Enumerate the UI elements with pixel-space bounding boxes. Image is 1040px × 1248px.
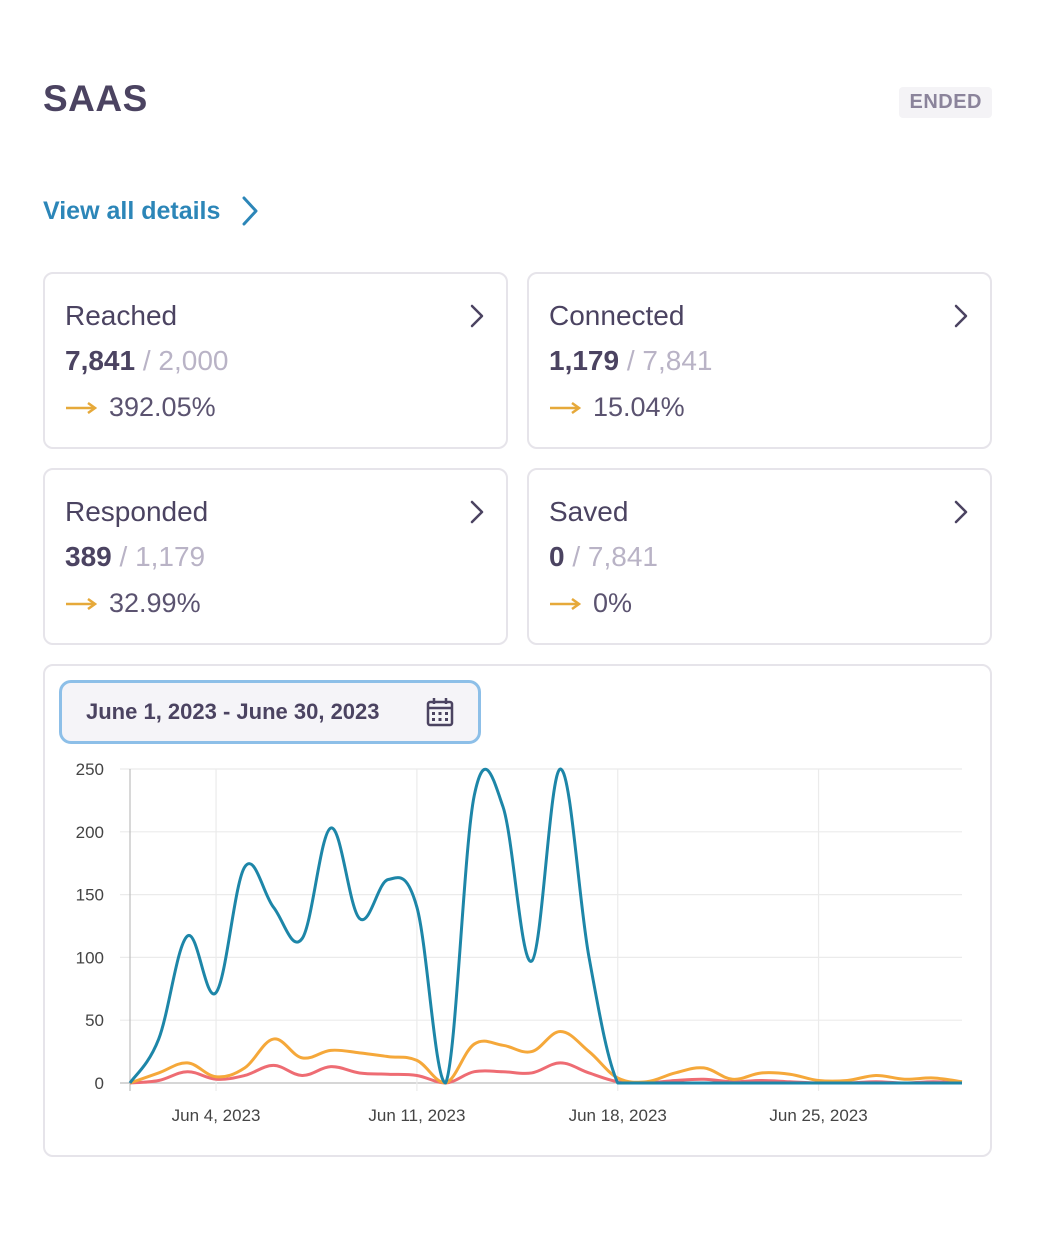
stat-rate-value: 392.05% [109, 392, 216, 422]
x-tick-label: Jun 11, 2023 [368, 1106, 465, 1125]
chevron-right-icon [954, 500, 968, 524]
view-all-details-link[interactable]: View all details [43, 196, 258, 226]
stat-values: 1,179 / 7,841 [549, 345, 713, 377]
x-tick-label: Jun 25, 2023 [769, 1106, 867, 1125]
stat-rate-value: 32.99% [109, 588, 201, 618]
series-line-0 [128, 767, 962, 1085]
x-tick-label: Jun 18, 2023 [569, 1106, 667, 1125]
stat-card-connected[interactable]: Connected 1,179 / 7,841 15.04% [527, 272, 992, 449]
y-tick-label: 100 [76, 948, 104, 967]
stat-label: Saved [549, 496, 629, 527]
stat-value: 0 [549, 541, 565, 572]
stat-rate: 0% [549, 588, 632, 619]
arrow-right-icon [66, 401, 97, 414]
stat-total: 7,841 [642, 345, 713, 376]
stat-values: 389 / 1,179 [65, 541, 205, 573]
stat-rate-value: 15.04% [593, 392, 685, 422]
y-tick-label: 200 [76, 823, 104, 842]
stat-value: 7,841 [65, 345, 136, 376]
stat-value: 389 [65, 541, 112, 572]
stat-card-responded[interactable]: Responded 389 / 1,179 32.99% [43, 468, 508, 645]
chart-panel [43, 664, 992, 1157]
stat-label: Connected [549, 300, 685, 331]
stat-rate-value: 0% [593, 588, 633, 618]
y-tick-label: 250 [76, 760, 104, 779]
line-chart: 0 50 100 150 200 250 Jun 4, 2023 Jun 11, 2023 Ju… [76, 760, 963, 1125]
stat-card-saved[interactable]: Saved 0 / 7,841 0% [527, 468, 992, 645]
page-title: SAAS [43, 78, 148, 119]
arrow-right-icon [550, 597, 581, 610]
x-tick-label: Jun 4, 2023 [172, 1106, 261, 1125]
stat-rate: 32.99% [65, 588, 201, 619]
status-badge: ENDED [899, 87, 992, 118]
y-tick-label: 0 [95, 1074, 104, 1093]
stat-separator: / [135, 345, 159, 376]
y-tick-label: 50 [85, 1011, 104, 1030]
stat-value: 1,179 [549, 345, 620, 376]
stat-separator: / [111, 541, 136, 572]
chevron-right-icon [470, 500, 484, 524]
chevron-right-icon [242, 196, 258, 226]
y-tick-label: 150 [76, 886, 104, 905]
arrow-right-icon [550, 401, 581, 414]
stat-separator: / [564, 541, 588, 572]
stat-total: 2,000 [158, 345, 229, 376]
stat-total: 7,841 [587, 541, 658, 572]
stat-card-reached[interactable]: Reached 7,841 / 2,000 392.05% [43, 272, 508, 449]
stat-label: Reached [65, 300, 178, 331]
stat-separator: / [619, 345, 643, 376]
stat-rate: 392.05% [65, 392, 216, 423]
date-range-label: June 1, 2023 - June 30, 2023 [86, 699, 380, 724]
view-all-details-label: View all details [43, 196, 221, 225]
stat-rate: 15.04% [549, 392, 685, 423]
arrow-right-icon [66, 597, 97, 610]
stat-values: 0 / 7,841 [549, 541, 658, 573]
stat-label: Responded [65, 496, 209, 527]
chevron-right-icon [470, 304, 484, 328]
series-line-1 [129, 1030, 963, 1085]
stat-total: 1,179 [135, 541, 206, 572]
date-range-picker[interactable]: June 1, 2023 - June 30, 2023 [59, 680, 481, 744]
stat-values: 7,841 / 2,000 [65, 345, 229, 377]
chevron-right-icon [954, 304, 968, 328]
calendar-icon [426, 698, 454, 727]
